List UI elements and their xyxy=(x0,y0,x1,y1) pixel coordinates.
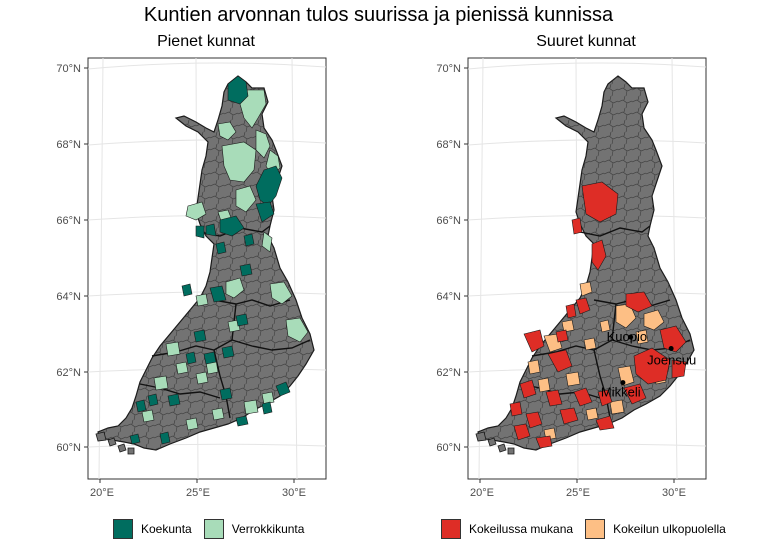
y-tick-label: 70°N xyxy=(436,63,461,75)
archipelago xyxy=(95,431,135,455)
verrokkikunta-areas xyxy=(141,89,309,431)
city-dot xyxy=(620,380,626,386)
x-tick-label: 20°E xyxy=(90,487,114,499)
y-tick-label: 60°N xyxy=(436,442,461,454)
y-tick-label: 68°N xyxy=(436,139,461,151)
y-tick-label: 66°N xyxy=(56,215,81,227)
legend-label: Kokeilun ulkopuolella xyxy=(613,522,726,536)
legend-item-verrokkikunta: Verrokkikunta xyxy=(203,519,305,539)
x-axis-left: 20°E 25°E 30°E xyxy=(90,479,306,499)
main-title: Kuntien arvonnan tulos suurissa ja pieni… xyxy=(143,4,614,26)
legend-small: Koekunta Verrokkikunta xyxy=(113,518,316,540)
koekunta-areas xyxy=(129,75,291,445)
archipelago xyxy=(475,431,515,455)
legend-swatch xyxy=(585,519,606,539)
legend-item-koekunta: Koekunta xyxy=(113,519,192,539)
y-tick-label: 68°N xyxy=(56,139,81,151)
legend-large: Kokeilussa mukana Kokeilun ulkopuolella xyxy=(441,518,738,540)
x-tick-label: 30°E xyxy=(282,487,306,499)
city-dot xyxy=(668,345,674,351)
y-tick-label: 70°N xyxy=(56,63,81,75)
map-panel-small: 70°N 68°N 66°N 64°N 62°N 60°N 20°E 25°E … xyxy=(56,57,327,499)
city-dot xyxy=(628,334,634,340)
legend-label: Kokeilussa mukana xyxy=(469,522,574,536)
x-tick-label: 25°E xyxy=(186,487,210,499)
y-tick-label: 60°N xyxy=(56,442,81,454)
legend-swatch xyxy=(113,519,133,539)
y-axis-left: 70°N 68°N 66°N 64°N 62°N 60°N xyxy=(56,63,88,454)
y-axis-right: 70°N 68°N 66°N 64°N 62°N 60°N xyxy=(436,63,468,454)
legend-swatch xyxy=(441,519,461,539)
y-tick-label: 66°N xyxy=(436,215,461,227)
mukana-areas xyxy=(509,181,687,449)
legend-item-mukana: Kokeilussa mukana xyxy=(441,519,573,539)
x-tick-label: 20°E xyxy=(470,487,494,499)
panel-title-large: Suuret kunnat xyxy=(536,33,636,50)
y-tick-label: 62°N xyxy=(56,367,81,379)
city-label: Mikkeli xyxy=(601,385,641,400)
y-tick-label: 62°N xyxy=(436,367,461,379)
municipality-texture xyxy=(98,76,314,450)
city-label: Kuopio xyxy=(607,329,647,344)
y-tick-label: 64°N xyxy=(56,291,81,303)
city-label: Joensuu xyxy=(647,352,696,367)
x-tick-label: 25°E xyxy=(566,487,590,499)
y-tick-label: 64°N xyxy=(436,291,461,303)
x-tick-label: 30°E xyxy=(662,487,686,499)
panel-title-small: Pienet kunnat xyxy=(157,33,255,50)
legend-label: Verrokkikunta xyxy=(231,522,305,536)
legend-swatch xyxy=(203,519,224,539)
legend-label: Koekunta xyxy=(141,522,192,536)
x-axis-right: 20°E 25°E 30°E xyxy=(470,479,686,499)
legend-item-ulkopuolella: Kokeilun ulkopuolella xyxy=(585,519,726,539)
